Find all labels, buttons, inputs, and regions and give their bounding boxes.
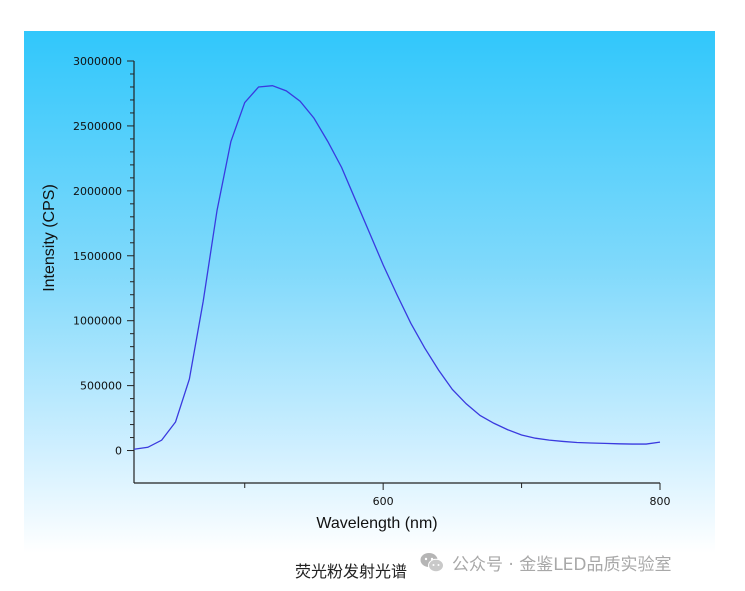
y-tick-label: 3000000 — [73, 55, 122, 68]
y-tick-label: 0 — [115, 445, 122, 458]
y-tick-label: 2000000 — [73, 185, 122, 198]
watermark: 公众号 · 金鉴LED品质实验室 — [420, 550, 672, 575]
series-line-intensity — [133, 85, 661, 450]
chart-axes — [133, 61, 660, 484]
y-tick-label: 1500000 — [73, 250, 122, 263]
y-tick-label: 1000000 — [73, 315, 122, 328]
y-axis-title: Intensity (CPS) — [41, 184, 58, 292]
x-axis-title: Wavelength (nm) — [316, 515, 437, 532]
figure-caption: 荧光粉发射光谱 — [295, 562, 408, 581]
watermark-text: 公众号 · 金鉴LED品质实验室 — [452, 555, 672, 575]
x-tick-label: 800 — [650, 495, 671, 508]
wechat-icon — [420, 552, 444, 572]
emission-spectrum-chart: 0 500000 1000000 1500000 2000000 2500000 30000… — [41, 55, 671, 532]
x-tick-label: 600 — [373, 495, 394, 508]
x-axis-ticks: 600 800 — [244, 483, 671, 508]
y-axis-ticks: 0 500000 1000000 1500000 2000000 2500000 30000… — [73, 55, 134, 458]
y-tick-label: 500000 — [80, 380, 122, 393]
figure-panel — [24, 31, 715, 553]
y-tick-label: 2500000 — [73, 120, 122, 133]
